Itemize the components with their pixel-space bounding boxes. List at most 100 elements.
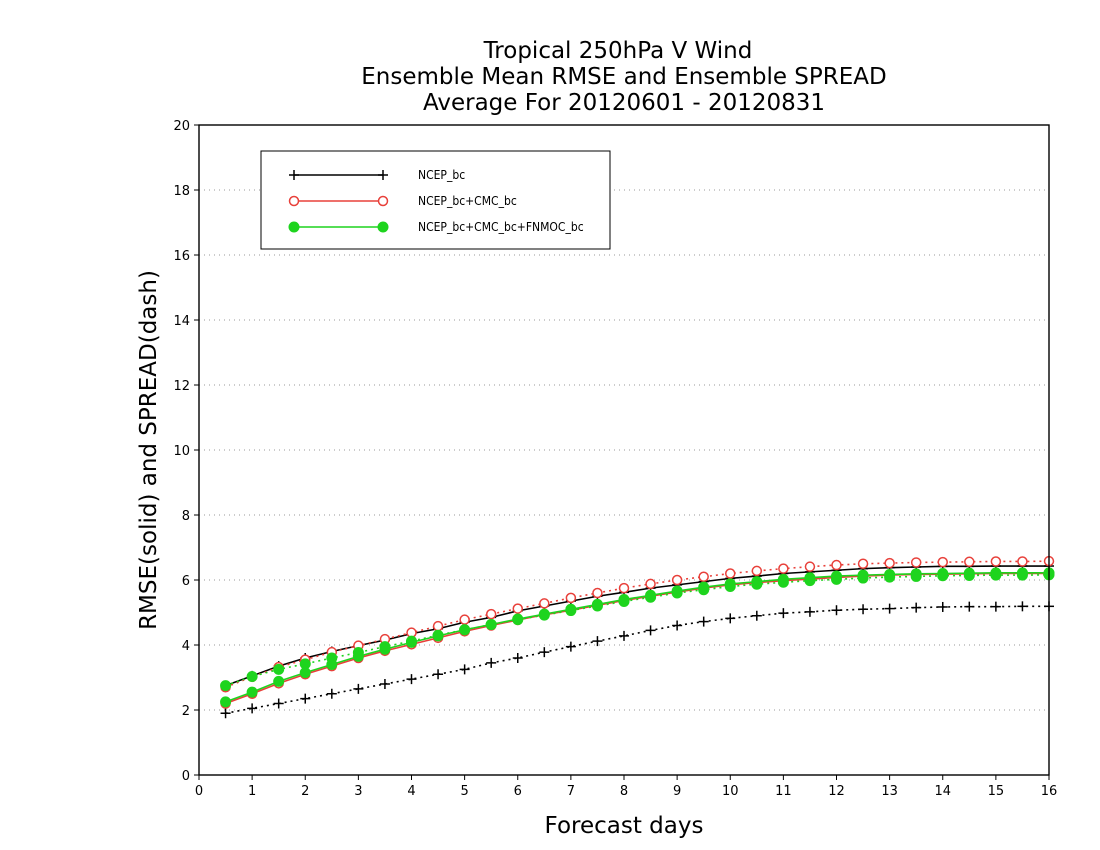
y-axis-label: RMSE(solid) and SPREAD(dash) <box>136 270 162 630</box>
y-tick-label: 8 <box>182 509 190 524</box>
x-tick-label: 4 <box>407 784 415 799</box>
legend-entry: NCEP_bc+CMC_bc+FNMOC_bc <box>288 220 584 234</box>
spread-point <box>619 630 629 641</box>
spread-point <box>990 556 1002 567</box>
legend-label: NCEP_bc+CMC_bc+FNMOC_bc <box>418 220 584 234</box>
spread-point <box>618 582 630 594</box>
spread-point <box>910 557 922 568</box>
spread-point <box>698 571 709 582</box>
rmse-line <box>225 565 1049 687</box>
spread-point <box>433 669 444 680</box>
rmse-point <box>751 576 763 588</box>
spread-point <box>751 610 762 621</box>
spread-point <box>565 592 577 604</box>
spread-point <box>273 663 285 675</box>
rmse-point <box>406 636 417 648</box>
series-1 <box>220 555 1055 709</box>
legend-marker <box>289 170 299 180</box>
legend-label: NCEP_bc+CMC_bc <box>418 194 517 208</box>
spread-point <box>565 641 576 652</box>
spread-point <box>884 603 895 614</box>
spread-point <box>725 568 736 579</box>
rmse-point <box>777 573 789 585</box>
rmse-point <box>963 567 975 579</box>
y-tick-label: 18 <box>173 184 190 199</box>
spread-point <box>1017 601 1028 612</box>
x-axis-label: Forecast days <box>545 813 704 839</box>
spread-point <box>539 647 550 658</box>
spread-point <box>884 557 895 569</box>
y-tick-label: 16 <box>173 249 190 264</box>
spread-point <box>220 708 231 719</box>
spread-point <box>671 574 683 586</box>
spread-point <box>698 616 709 627</box>
spread-point <box>406 674 417 685</box>
title-line-1: Tropical 250hPa V Wind <box>483 38 753 64</box>
spread-point <box>432 620 444 632</box>
spread-point <box>1017 556 1028 567</box>
spread-line <box>225 605 1049 715</box>
legend-marker <box>378 170 388 180</box>
rmse-point <box>698 581 710 593</box>
y-tick-label: 12 <box>173 379 190 394</box>
x-tick-label: 0 <box>195 784 203 799</box>
spread-point <box>539 598 550 609</box>
spread-point <box>273 698 284 709</box>
rmse-point <box>990 567 1002 579</box>
spread-point <box>964 601 975 612</box>
rmse-point <box>1016 567 1028 579</box>
x-tick-label: 13 <box>881 784 898 799</box>
spread-point <box>831 559 842 571</box>
spread-point <box>751 565 763 577</box>
x-tick-label: 1 <box>248 784 256 799</box>
spread-point <box>964 556 975 568</box>
x-tick-label: 15 <box>988 784 1005 799</box>
series-0 <box>220 561 1054 719</box>
spread-point <box>645 625 656 636</box>
spread-point <box>725 613 736 624</box>
x-tick-label: 12 <box>828 784 845 799</box>
legend-marker <box>377 221 389 233</box>
rmse-point <box>857 569 869 581</box>
rmse-point <box>645 589 657 601</box>
rmse-point <box>273 675 285 687</box>
chart-title: Tropical 250hPa V Wind Ensemble Mean RMS… <box>361 38 886 116</box>
legend-entry: NCEP_bc <box>289 168 465 182</box>
spread-point <box>645 578 656 590</box>
rmse-point <box>299 667 311 679</box>
x-tick-label: 9 <box>673 784 681 799</box>
rmse-point <box>591 598 603 610</box>
x-tick-label: 16 <box>1041 784 1058 799</box>
x-tick-label: 2 <box>301 784 309 799</box>
rmse-point <box>459 624 471 636</box>
spread-point <box>672 620 683 631</box>
spread-point <box>778 563 789 574</box>
y-tick-label: 6 <box>182 574 190 589</box>
rmse-point <box>724 578 736 590</box>
y-tick-label: 20 <box>173 119 190 134</box>
legend-label: NCEP_bc <box>418 168 465 182</box>
y-tick-label: 14 <box>173 314 190 329</box>
x-tick-label: 11 <box>775 784 792 799</box>
spread-point <box>804 606 815 617</box>
spread-point <box>804 561 816 572</box>
rmse-point <box>485 619 497 631</box>
x-tick-label: 8 <box>620 784 628 799</box>
title-line-3: Average For 20120601 - 20120831 <box>423 90 825 116</box>
spread-point <box>858 604 869 615</box>
spread-point <box>937 601 948 612</box>
spread-point <box>300 693 311 704</box>
x-tick-label: 7 <box>567 784 575 799</box>
rmse-point <box>910 568 922 580</box>
spread-point <box>459 614 470 625</box>
legend-entries: NCEP_bc NCEP_bc+CMC_bc NCEP_bc+CMC_bc+FNMO… <box>288 168 584 234</box>
rmse-point <box>379 643 391 655</box>
legend-marker <box>288 195 300 207</box>
spread-point <box>831 605 842 616</box>
spread-point <box>247 703 258 714</box>
spread-point <box>486 657 497 668</box>
grid-lines <box>199 189 1049 711</box>
spread-point <box>326 688 337 699</box>
rmse-point <box>432 630 444 642</box>
